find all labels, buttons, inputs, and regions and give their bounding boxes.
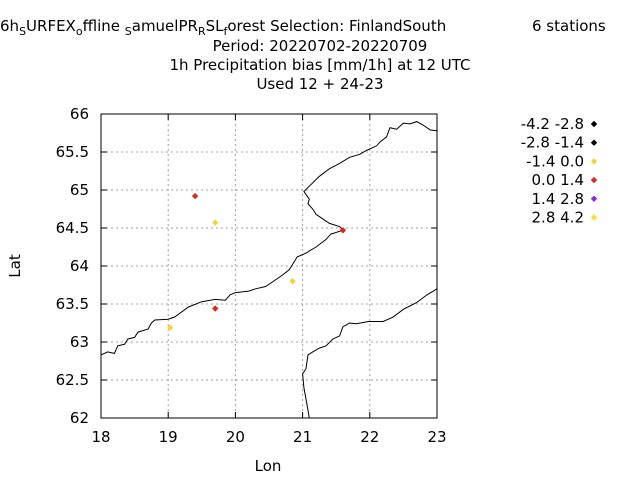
coastline bbox=[100, 121, 438, 356]
legend-label: 2.8 4.2 bbox=[532, 209, 584, 227]
x-axis-ticks: 18 19 20 21 22 23 bbox=[91, 114, 447, 446]
legend-label: 0.0 1.4 bbox=[532, 171, 584, 189]
legend-label: -1.4 0.0 bbox=[526, 152, 584, 170]
legend-marker bbox=[590, 214, 598, 221]
legend-label: -2.8 -1.4 bbox=[521, 134, 584, 152]
y-tick-label: 63 bbox=[70, 333, 89, 351]
x-axis-label: Lon bbox=[255, 457, 282, 475]
chart-subtitle: 1h Precipitation bias [mm/1h] at 12 UTC bbox=[169, 56, 471, 74]
legend-marker bbox=[590, 176, 598, 184]
station-point bbox=[289, 278, 296, 285]
legend-marker bbox=[590, 158, 598, 165]
legend: -4.2 -2.8-2.8 -1.4-1.4 0.00.0 1.41.4 2.8… bbox=[521, 115, 598, 227]
x-tick-label: 20 bbox=[226, 428, 245, 446]
x-tick-label: 23 bbox=[427, 428, 446, 446]
y-tick-label: 63.5 bbox=[56, 295, 89, 313]
station-count: 6 stations bbox=[532, 17, 606, 35]
station-point bbox=[167, 324, 174, 331]
station-point bbox=[339, 227, 347, 234]
y-tick-label: 66 bbox=[70, 105, 89, 123]
coastline-layer bbox=[100, 121, 438, 419]
x-tick-label: 21 bbox=[293, 428, 312, 446]
station-point bbox=[191, 192, 199, 200]
x-tick-label: 18 bbox=[91, 428, 110, 446]
y-tick-label: 64 bbox=[70, 257, 89, 275]
y-tick-label: 64.5 bbox=[56, 219, 89, 237]
legend-marker bbox=[590, 195, 598, 202]
chart-period: Period: 20220702-20220709 bbox=[212, 37, 428, 55]
y-tick-label: 62 bbox=[70, 409, 89, 427]
grid-lines bbox=[101, 114, 437, 418]
x-tick-label: 19 bbox=[159, 428, 178, 446]
legend-marker bbox=[590, 120, 598, 128]
coastline bbox=[302, 288, 438, 419]
legend-label: -4.2 -2.8 bbox=[521, 115, 584, 133]
chart-used: Used 12 + 24-23 bbox=[256, 75, 384, 93]
data-points bbox=[167, 192, 347, 331]
x-tick-label: 22 bbox=[360, 428, 379, 446]
y-tick-label: 62.5 bbox=[56, 371, 89, 389]
y-axis-ticks: 62 62.5 63 63.5 64 64.5 65 65.5 66 bbox=[56, 105, 437, 427]
y-tick-label: 65 bbox=[70, 181, 89, 199]
legend-marker bbox=[590, 139, 598, 146]
y-tick-label: 65.5 bbox=[56, 143, 89, 161]
y-axis-label: Lat bbox=[6, 254, 24, 278]
chart-title-line1: 6hSURFEXoffline SamuelPRRSLforest Select… bbox=[0, 17, 606, 38]
legend-label: 1.4 2.8 bbox=[532, 190, 584, 208]
station-point bbox=[212, 219, 219, 226]
station-point bbox=[212, 305, 219, 312]
